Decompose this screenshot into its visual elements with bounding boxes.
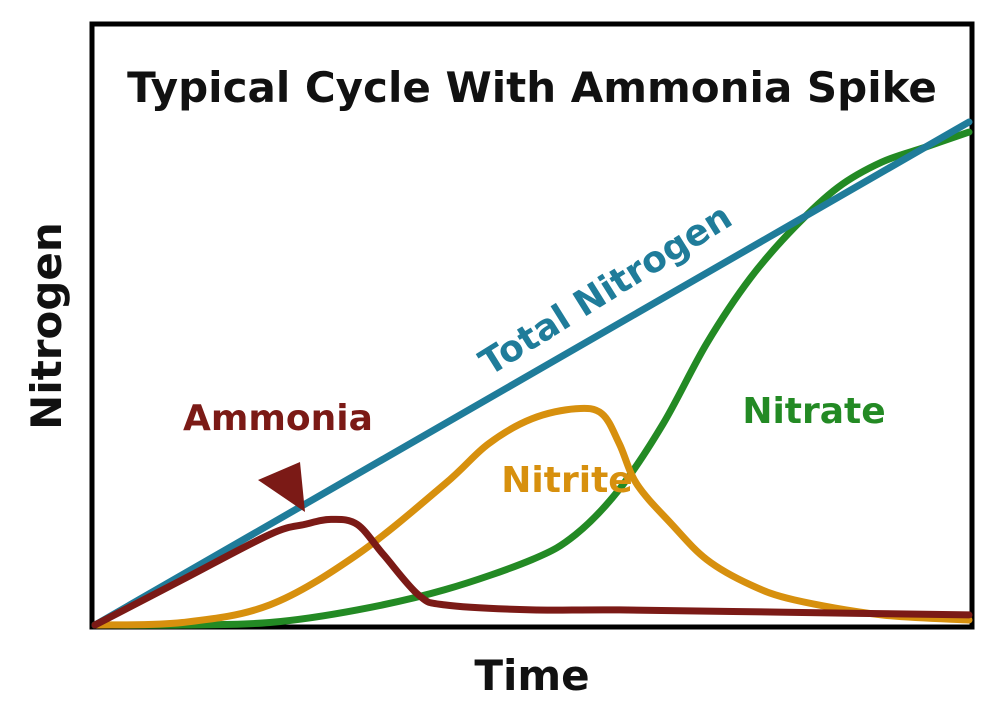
ammonia-label: Ammonia xyxy=(183,398,373,439)
series-layer xyxy=(91,118,973,629)
ammonia-arrow xyxy=(258,462,305,512)
series-line-nitrite xyxy=(91,404,973,629)
x-axis-label: Time xyxy=(474,651,589,700)
series-line-ammonia xyxy=(91,515,973,629)
chart-title: Typical Cycle With Ammonia Spike xyxy=(127,63,937,112)
series-line-nitrate xyxy=(91,128,973,629)
nitrate-label: Nitrate xyxy=(742,391,885,432)
series-line-total-nitrogen xyxy=(91,118,973,629)
plot-frame xyxy=(89,21,975,630)
nitrite-label: Nitrite xyxy=(501,460,632,501)
y-axis-label: Nitrogen xyxy=(22,222,71,430)
